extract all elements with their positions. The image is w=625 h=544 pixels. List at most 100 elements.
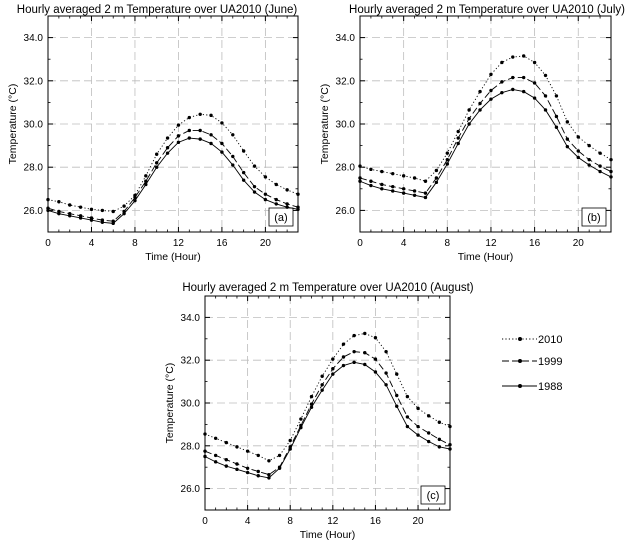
data-point-1999 bbox=[434, 176, 439, 180]
data-point-1988 bbox=[352, 360, 356, 365]
data-point-1999 bbox=[133, 195, 137, 200]
series-line-1988 bbox=[47, 137, 299, 224]
data-point-1999 bbox=[543, 94, 548, 98]
data-point-1999 bbox=[478, 101, 482, 106]
data-point-1988 bbox=[245, 470, 250, 475]
data-point-1988 bbox=[358, 179, 362, 183]
data-point-1988 bbox=[511, 87, 515, 92]
data-point-1988 bbox=[456, 141, 460, 146]
x-axis-label: Time (Hour) bbox=[458, 251, 514, 263]
data-point-1999 bbox=[532, 81, 537, 85]
data-point-2010 bbox=[380, 169, 384, 174]
data-point-1988 bbox=[598, 169, 602, 174]
data-point-1988 bbox=[412, 193, 417, 197]
data-point-1999 bbox=[358, 176, 362, 180]
data-point-1999 bbox=[384, 371, 388, 375]
data-point-1999 bbox=[341, 355, 346, 359]
x-tick-label: 4 bbox=[89, 238, 95, 249]
series-line-2010 bbox=[47, 113, 299, 212]
series-line-1988 bbox=[359, 88, 612, 198]
x-tick-label: 20 bbox=[412, 516, 424, 527]
data-point-1988 bbox=[543, 108, 548, 112]
data-point-2010 bbox=[198, 112, 202, 116]
x-tick-label: 8 bbox=[287, 516, 293, 527]
data-point-1999 bbox=[252, 184, 257, 189]
x-tick-label: 8 bbox=[445, 238, 451, 249]
data-point-1988 bbox=[267, 476, 271, 480]
legend-label-1988: 1988 bbox=[538, 381, 562, 393]
data-point-2010 bbox=[203, 432, 207, 436]
data-point-2010 bbox=[220, 121, 224, 125]
data-point-1999 bbox=[320, 383, 324, 387]
data-point-2010 bbox=[532, 60, 537, 65]
legend-label-2010: 2010 bbox=[538, 334, 562, 346]
data-point-1999 bbox=[380, 182, 384, 187]
data-point-1988 bbox=[277, 466, 282, 470]
data-point-2010 bbox=[235, 445, 239, 449]
legend-marker-1988 bbox=[518, 384, 522, 388]
data-point-1999 bbox=[176, 134, 181, 138]
data-point-2010 bbox=[209, 113, 213, 118]
data-point-2010 bbox=[369, 167, 373, 172]
data-point-1999 bbox=[576, 149, 580, 153]
data-point-2010 bbox=[320, 374, 324, 378]
data-point-2010 bbox=[598, 151, 602, 155]
data-point-1988 bbox=[320, 388, 324, 392]
data-point-1988 bbox=[532, 96, 537, 100]
y-tick-label: 28.0 bbox=[24, 163, 44, 174]
y-tick-label: 26.0 bbox=[336, 206, 356, 217]
data-point-2010 bbox=[341, 342, 346, 346]
data-point-2010 bbox=[521, 54, 526, 58]
data-point-1988 bbox=[369, 183, 373, 188]
y-tick-label: 30.0 bbox=[181, 399, 201, 410]
data-point-1999 bbox=[456, 136, 460, 140]
data-point-1988 bbox=[587, 163, 591, 167]
data-point-2010 bbox=[277, 453, 282, 458]
data-point-1988 bbox=[380, 187, 384, 191]
data-point-2010 bbox=[391, 171, 395, 176]
data-point-1999 bbox=[426, 431, 431, 435]
data-point-2010 bbox=[587, 143, 591, 148]
data-point-1988 bbox=[133, 198, 137, 203]
data-point-2010 bbox=[288, 438, 292, 443]
x-tick-label: 0 bbox=[45, 238, 51, 249]
data-point-1999 bbox=[224, 458, 229, 462]
data-point-2010 bbox=[565, 120, 570, 124]
data-point-2010 bbox=[46, 197, 50, 202]
data-point-2010 bbox=[213, 436, 218, 441]
data-point-2010 bbox=[478, 89, 482, 94]
data-point-1999 bbox=[587, 157, 591, 162]
data-point-2010 bbox=[241, 149, 246, 153]
panel-label-box bbox=[420, 485, 446, 505]
data-point-1999 bbox=[423, 191, 428, 195]
data-point-1999 bbox=[213, 453, 218, 458]
data-point-2010 bbox=[331, 357, 335, 361]
data-point-1999 bbox=[263, 192, 268, 196]
data-point-1988 bbox=[252, 190, 257, 194]
data-point-1988 bbox=[445, 162, 450, 166]
data-point-2010 bbox=[543, 73, 548, 78]
data-point-2010 bbox=[57, 200, 61, 204]
data-point-2010 bbox=[224, 440, 229, 445]
series-line-2010 bbox=[359, 55, 612, 182]
data-point-2010 bbox=[263, 175, 268, 179]
data-point-1999 bbox=[369, 179, 373, 183]
data-point-2010 bbox=[78, 205, 83, 209]
data-point-1999 bbox=[416, 424, 420, 429]
legend-label-1999: 1999 bbox=[538, 356, 562, 368]
data-point-1988 bbox=[235, 467, 239, 472]
data-point-1999 bbox=[565, 137, 570, 141]
data-point-2010 bbox=[576, 135, 580, 139]
data-point-2010 bbox=[489, 72, 493, 77]
data-point-1988 bbox=[111, 221, 115, 226]
data-point-1988 bbox=[220, 150, 224, 154]
data-point-1988 bbox=[176, 140, 181, 145]
y-tick-label: 34.0 bbox=[336, 33, 356, 44]
data-point-2010 bbox=[111, 209, 115, 214]
x-tick-label: 4 bbox=[245, 516, 251, 527]
data-point-2010 bbox=[405, 394, 410, 399]
data-point-1999 bbox=[391, 184, 395, 189]
y-tick-label: 34.0 bbox=[24, 33, 44, 44]
data-point-2010 bbox=[267, 459, 271, 463]
